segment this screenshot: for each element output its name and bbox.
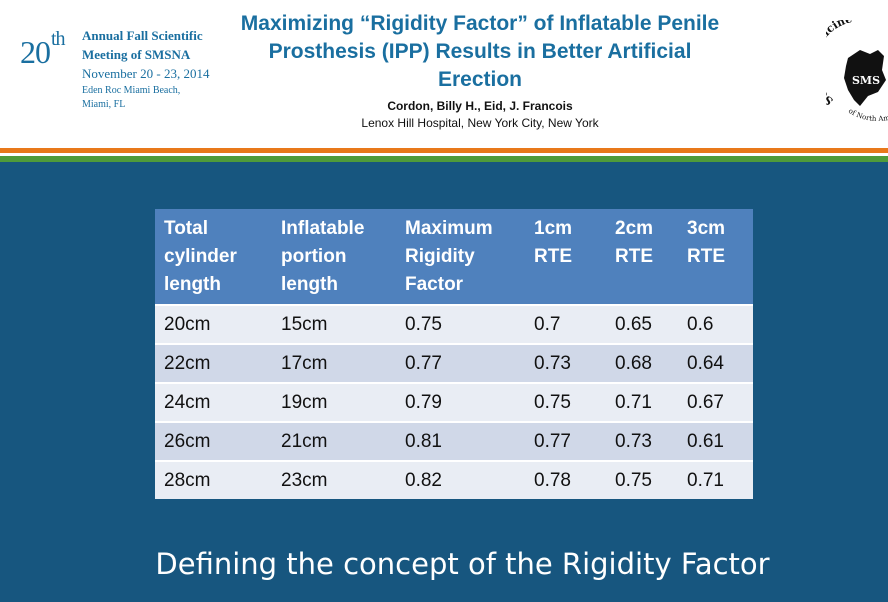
table-cell: 0.73	[606, 421, 678, 461]
poster-affiliation: Lenox Hill Hospital, New York City, New …	[361, 116, 599, 130]
table-row: 20cm 15cm 0.75 0.7 0.65 0.6	[155, 304, 753, 344]
table-cell: 0.71	[678, 460, 753, 499]
table-cell: 20cm	[155, 304, 272, 344]
table-cell: 0.82	[396, 460, 525, 499]
meeting-line-1: Annual Fall Scientific	[82, 28, 203, 43]
title-line-3: Erection	[437, 68, 523, 91]
table-row: 22cm 17cm 0.77 0.73 0.68 0.64	[155, 343, 753, 383]
table-cell: 0.77	[396, 343, 525, 383]
slide-body: Total cylinder length Inflatable portion len…	[0, 162, 888, 602]
header-2cm-rte: 2cm RTE	[606, 209, 678, 305]
slide-header: 20th Annual Fall Scientific Meeting of S…	[0, 0, 888, 148]
table-cell: 0.7	[525, 304, 606, 344]
table-cell: 24cm	[155, 382, 272, 422]
table-row: 28cm 23cm 0.82 0.78 0.75 0.71	[155, 460, 753, 499]
table-cell: 0.79	[396, 382, 525, 422]
poster-title-block: Maximizing “Rigidity Factor” of Inflatab…	[200, 10, 760, 132]
table-row: 26cm 21cm 0.81 0.77 0.73 0.61	[155, 421, 753, 461]
meeting-badge: 20th Annual Fall Scientific Meeting of S…	[20, 22, 220, 122]
poster-authors: Cordon, Billy H., Eid, J. Francois	[387, 99, 573, 113]
header-3cm-rte: 3cm RTE	[678, 209, 753, 305]
table-cell: 28cm	[155, 460, 272, 499]
sexual-medicine-society-logo-icon: Sexual Medicine SMS of North America	[826, 20, 888, 123]
title-line-1: Maximizing “Rigidity Factor” of Inflatab…	[240, 12, 720, 35]
meeting-line-2: Meeting of SMSNA	[82, 47, 191, 62]
header-stripe-orange	[0, 148, 888, 153]
meeting-details: Annual Fall Scientific Meeting of SMSNA …	[82, 26, 209, 112]
poster-title: Maximizing “Rigidity Factor” of Inflatab…	[200, 10, 760, 94]
header-1cm-rte: 1cm RTE	[525, 209, 606, 305]
table-cell: 21cm	[272, 421, 396, 461]
meeting-venue: Eden Roc Miami Beach,	[82, 85, 181, 96]
table-cell: 19cm	[272, 382, 396, 422]
table-cell: 0.67	[678, 382, 753, 422]
table-cell: 0.81	[396, 421, 525, 461]
table-cell: 0.75	[606, 460, 678, 499]
meeting-number: 20th	[20, 28, 66, 70]
table-cell: 0.61	[678, 421, 753, 461]
header-stripe-green	[0, 156, 888, 162]
meeting-city: Miami, FL	[82, 99, 126, 110]
table-cell: 0.75	[396, 304, 525, 344]
table-cell: 23cm	[272, 460, 396, 499]
table-cell: 0.71	[606, 382, 678, 422]
table-cell: 0.68	[606, 343, 678, 383]
meeting-dates: November 20 - 23, 2014	[82, 66, 210, 81]
header-total-cylinder-length: Total cylinder length	[155, 209, 272, 305]
table-cell: 0.65	[606, 304, 678, 344]
table-cell: 0.77	[525, 421, 606, 461]
table-row: 24cm 19cm 0.79 0.75 0.71 0.67	[155, 382, 753, 422]
table-cell: 26cm	[155, 421, 272, 461]
meeting-ordinal: th	[51, 28, 66, 51]
header-inflatable-portion-length: Inflatable portion length	[272, 209, 396, 305]
table-cell: 22cm	[155, 343, 272, 383]
rigidity-table: Total cylinder length Inflatable portion len…	[155, 209, 753, 499]
header-stripe-white	[0, 153, 888, 156]
table-cell: 0.75	[525, 382, 606, 422]
table-cell: 0.64	[678, 343, 753, 383]
slide-caption: Defining the concept of the Rigidity Fac…	[155, 547, 770, 581]
logo-monogram: SMS	[852, 74, 880, 87]
table-cell: 15cm	[272, 304, 396, 344]
table-cell: 0.73	[525, 343, 606, 383]
title-line-2: Prosthesis (IPP) Results in Better Artif…	[268, 40, 692, 63]
header-maximum-rigidity-factor: Maximum Rigidity Factor	[396, 209, 525, 305]
table-cell: 0.6	[678, 304, 753, 344]
table-cell: 17cm	[272, 343, 396, 383]
table-header-row: Total cylinder length Inflatable portion len…	[155, 209, 753, 305]
table-cell: 0.78	[525, 460, 606, 499]
